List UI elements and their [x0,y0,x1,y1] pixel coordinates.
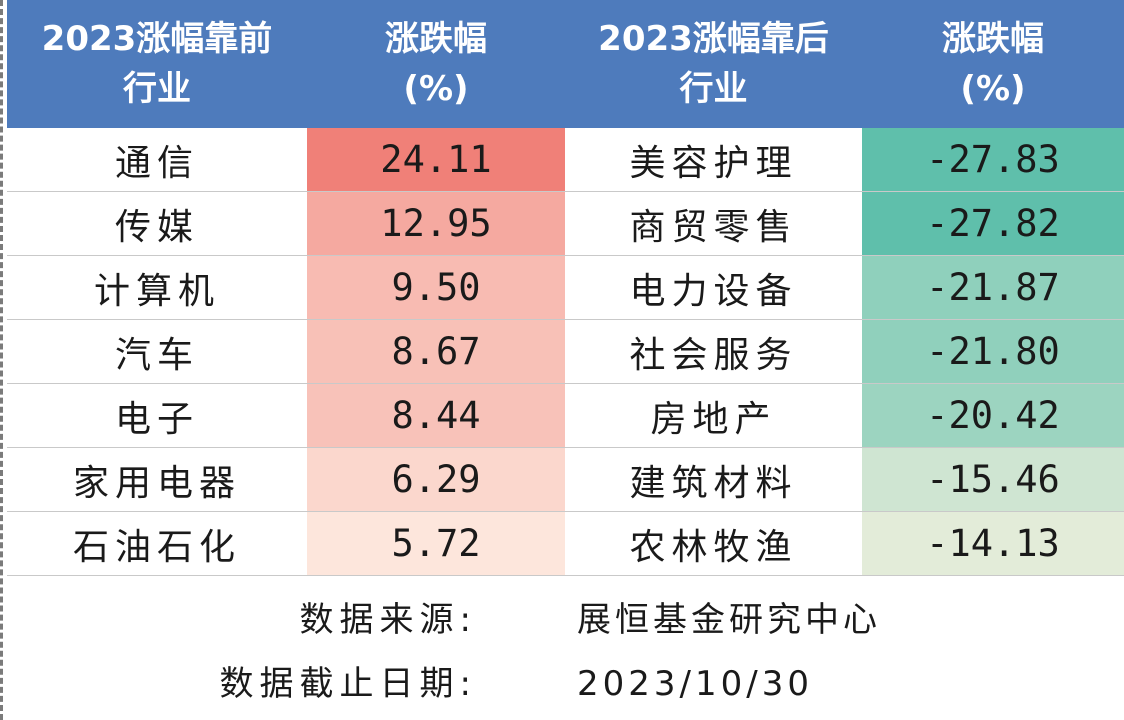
bottom-industry-change: -20.42 [862,383,1124,448]
top-industry-name: 家用电器 [7,447,307,512]
bottom-industry-name: 美容护理 [565,128,862,192]
top-industry-name: 计算机 [7,255,307,320]
industry-performance-table: 2023涨幅靠前 行业 涨跌幅 (%) 2023涨幅靠后 行业 涨跌幅 (%) [7,0,1124,576]
bottom-industry-change: -27.83 [862,128,1124,192]
cutoff-date-value: 2023/10/30 [577,664,813,704]
top-industry-name: 汽车 [7,319,307,384]
header-row: 2023涨幅靠前 行业 涨跌幅 (%) 2023涨幅靠后 行业 涨跌幅 (%) [7,0,1124,128]
top-industry-name: 传媒 [7,191,307,256]
top-industry-change: 8.44 [307,383,565,448]
top-industry-change: 5.72 [307,511,565,576]
top-industry-change: 9.50 [307,255,565,320]
source-label: 数据来源: [299,600,477,640]
top-industry-name: 电子 [7,383,307,448]
bottom-industry-name: 房地产 [565,383,862,448]
dashed-left-border [0,0,7,720]
header-bottom-change: 涨跌幅 (%) [862,0,1124,128]
top-industry-name: 石油石化 [7,511,307,576]
bottom-industry-name: 商贸零售 [565,191,862,256]
table-row: 石油石化 5.72 农林牧渔 -14.13 [7,511,1124,576]
bottom-industry-name: 建筑材料 [565,447,862,512]
top-industry-name: 通信 [7,128,307,192]
top-industry-change: 8.67 [307,319,565,384]
top-industry-change: 24.11 [307,128,565,192]
bottom-industry-change: -21.80 [862,319,1124,384]
bottom-industry-change: -27.82 [862,191,1124,256]
bottom-industry-name: 电力设备 [565,255,862,320]
table-row: 汽车 8.67 社会服务 -21.80 [7,319,1124,384]
header-bottom-industry: 2023涨幅靠后 行业 [565,0,862,128]
table-row: 电子 8.44 房地产 -20.42 [7,383,1124,448]
table-row: 计算机 9.50 电力设备 -21.87 [7,255,1124,320]
source-value: 展恒基金研究中心 [577,600,881,640]
top-industry-change: 12.95 [307,191,565,256]
bottom-industry-name: 农林牧渔 [565,511,862,576]
bottom-industry-name: 社会服务 [565,319,862,384]
bottom-industry-change: -15.46 [862,447,1124,512]
table-row: 家用电器 6.29 建筑材料 -15.46 [7,447,1124,512]
header-top-change: 涨跌幅 (%) [307,0,565,128]
bottom-industry-change: -21.87 [862,255,1124,320]
cutoff-date-label: 数据截止日期: [219,664,477,704]
table-row: 通信 24.11 美容护理 -27.83 [7,128,1124,192]
table-row: 传媒 12.95 商贸零售 -27.82 [7,191,1124,256]
header-top-industry: 2023涨幅靠前 行业 [7,0,307,128]
bottom-industry-change: -14.13 [862,511,1124,576]
table-footer: 数据来源: 展恒基金研究中心 数据截止日期: 2023/10/30 [7,578,1124,720]
top-industry-change: 6.29 [307,447,565,512]
